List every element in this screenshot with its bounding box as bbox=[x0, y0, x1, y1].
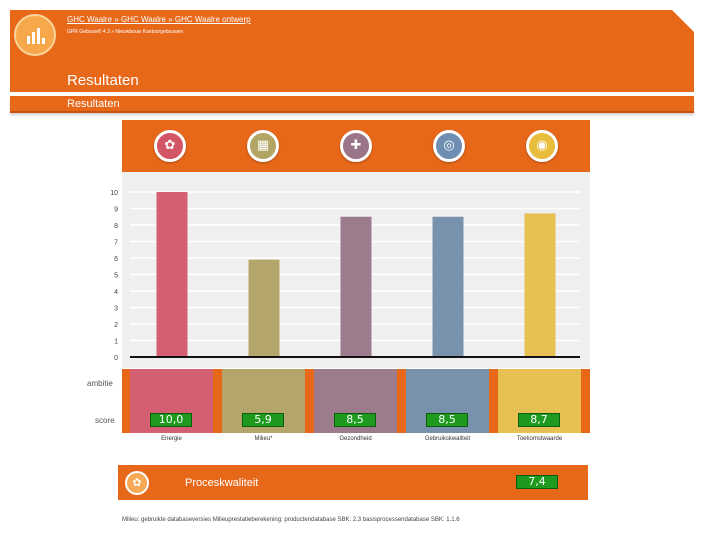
score-milieu: 5,9 bbox=[242, 413, 284, 427]
page-title: Resultaten bbox=[67, 72, 139, 89]
y-tick-label-6: 6 bbox=[114, 256, 118, 263]
y-tick-label-8: 8 bbox=[114, 223, 118, 230]
gpr-logo-icon[interactable] bbox=[14, 14, 56, 56]
section-bar: Resultaten bbox=[10, 96, 694, 113]
y-tick-label-2: 2 bbox=[114, 322, 118, 329]
breadcrumb[interactable]: GHC Waalre » GHC Waalre » GHC Waalre ont… bbox=[67, 15, 251, 24]
health-icon[interactable]: ✚ bbox=[340, 130, 372, 162]
bar-gezondheid[interactable] bbox=[340, 216, 372, 357]
bar-chart: 0 1 2 3 4 5 6 7 8 9 10 bbox=[110, 190, 580, 362]
y-tick-label-10: 10 bbox=[110, 190, 118, 197]
ambitie-block-gezondheid: 8,5 bbox=[314, 369, 397, 433]
ambitie-label: ambitie bbox=[87, 379, 113, 388]
ambitie-block-energie: 10,0 bbox=[130, 369, 213, 433]
subcrumb: GPR Gebouw© 4.3 » Nieuwbouw Kantoorgebou… bbox=[67, 29, 184, 35]
y-tick-label-1: 1 bbox=[114, 339, 118, 346]
logo-bars bbox=[27, 28, 45, 44]
score-gezondheid: 8,5 bbox=[334, 413, 376, 427]
bar-energie[interactable] bbox=[156, 192, 188, 357]
category-label-toekomstwaarde: Toekomstwaarde bbox=[516, 436, 563, 442]
proces-score: 7,4 bbox=[516, 475, 558, 489]
energy-icon[interactable]: ✿ bbox=[154, 130, 186, 162]
usability-icon[interactable]: ◎ bbox=[433, 130, 465, 162]
y-tick-label-9: 9 bbox=[114, 207, 118, 214]
ambitie-block-gebruikskwaliteit: 8,5 bbox=[406, 369, 489, 433]
footnote: Milieu: gebruikte databaseversies Milieu… bbox=[122, 517, 460, 523]
header-corner bbox=[672, 10, 694, 32]
proces-label: Proceskwaliteit bbox=[185, 477, 259, 489]
score-gebruikskwaliteit: 8,5 bbox=[426, 413, 468, 427]
bar-milieu[interactable] bbox=[248, 259, 280, 357]
y-tick-label-4: 4 bbox=[114, 289, 118, 296]
score-label: score bbox=[95, 416, 115, 425]
score-strip: 10,0 5,9 8,5 8,5 8,7 bbox=[122, 369, 590, 433]
future-icon[interactable]: ◉ bbox=[526, 130, 558, 162]
header-bar: GHC Waalre » GHC Waalre » GHC Waalre ont… bbox=[10, 10, 694, 92]
y-tick-label-3: 3 bbox=[114, 306, 118, 313]
score-toekomstwaarde: 8,7 bbox=[518, 413, 560, 427]
ambitie-block-toekomstwaarde: 8,7 bbox=[498, 369, 581, 433]
category-label-gezondheid: Gezondheid bbox=[339, 436, 372, 442]
category-label-milieu: Milieu* bbox=[254, 436, 273, 442]
bar-toekomstwaarde[interactable] bbox=[524, 213, 556, 357]
material-icon[interactable]: ▦ bbox=[247, 130, 279, 162]
bar-gebruikskwaliteit[interactable] bbox=[432, 216, 464, 357]
y-tick-label-5: 5 bbox=[114, 273, 118, 280]
section-title: Resultaten bbox=[67, 98, 120, 110]
y-tick-label-7: 7 bbox=[114, 240, 118, 247]
ambitie-block-milieu: 5,9 bbox=[222, 369, 305, 433]
score-energie: 10,0 bbox=[150, 413, 192, 427]
y-tick-label-0: 0 bbox=[114, 355, 118, 362]
category-icon-bar: ✿ ▦ ✚ ◎ ◉ bbox=[122, 120, 590, 172]
category-label-gebruikskwaliteit: Gebruikskwaliteit bbox=[424, 436, 471, 442]
proceskwaliteit-bar[interactable]: ✿ Proceskwaliteit 7,4 bbox=[118, 465, 588, 500]
proces-icon: ✿ bbox=[125, 471, 149, 495]
category-label-energie: Energie bbox=[161, 436, 182, 442]
